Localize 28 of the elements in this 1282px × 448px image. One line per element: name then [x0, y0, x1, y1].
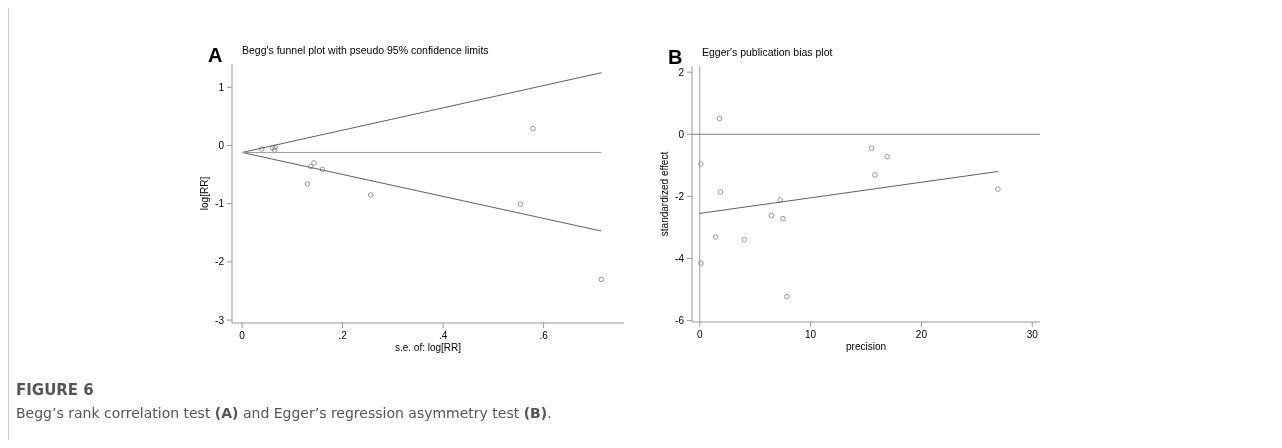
x-tick-label: 20	[915, 329, 928, 340]
text: A	[208, 44, 223, 66]
x-tick-label: .4	[438, 330, 448, 341]
caption: FIGURE 6	[16, 381, 94, 399]
y-tick-label: -1	[215, 198, 225, 210]
y-tick-label: -6	[675, 314, 685, 326]
y-tick-label: -2	[215, 256, 225, 268]
y-tick-label: 1	[218, 81, 225, 93]
x-tick-label: 10	[805, 329, 817, 340]
x-tick-label: .6	[539, 330, 549, 341]
y-tick-label: 0	[218, 139, 225, 151]
x-tick-label: 0	[239, 330, 246, 341]
x-tick-label: .2	[338, 330, 348, 341]
x-axis-title: s.e. of: log[RR]	[394, 342, 462, 353]
y-tick-label: -3	[215, 314, 225, 326]
chart-title: Egger's publication bias plot	[702, 46, 833, 58]
x-tick-label: 0	[696, 329, 703, 340]
x-tick-label: 30	[1026, 329, 1039, 340]
y-tick-label: 2	[678, 66, 685, 78]
y-tick-label: 0	[678, 128, 685, 140]
y-axis-title: standardized effect	[659, 151, 670, 237]
chart-title: Begg's funnel plot with pseudo 95% confidence limits	[242, 44, 489, 56]
y-axis-title: log[RR]	[199, 176, 210, 211]
text: Begg’s rank correlation test (A) and Egger’s regression asymmetry test (B).	[16, 405, 552, 421]
x-axis-title: precision	[845, 341, 887, 352]
y-tick-label: -4	[675, 252, 685, 264]
y-tick-label: -2	[675, 190, 685, 202]
text: B	[668, 46, 683, 68]
